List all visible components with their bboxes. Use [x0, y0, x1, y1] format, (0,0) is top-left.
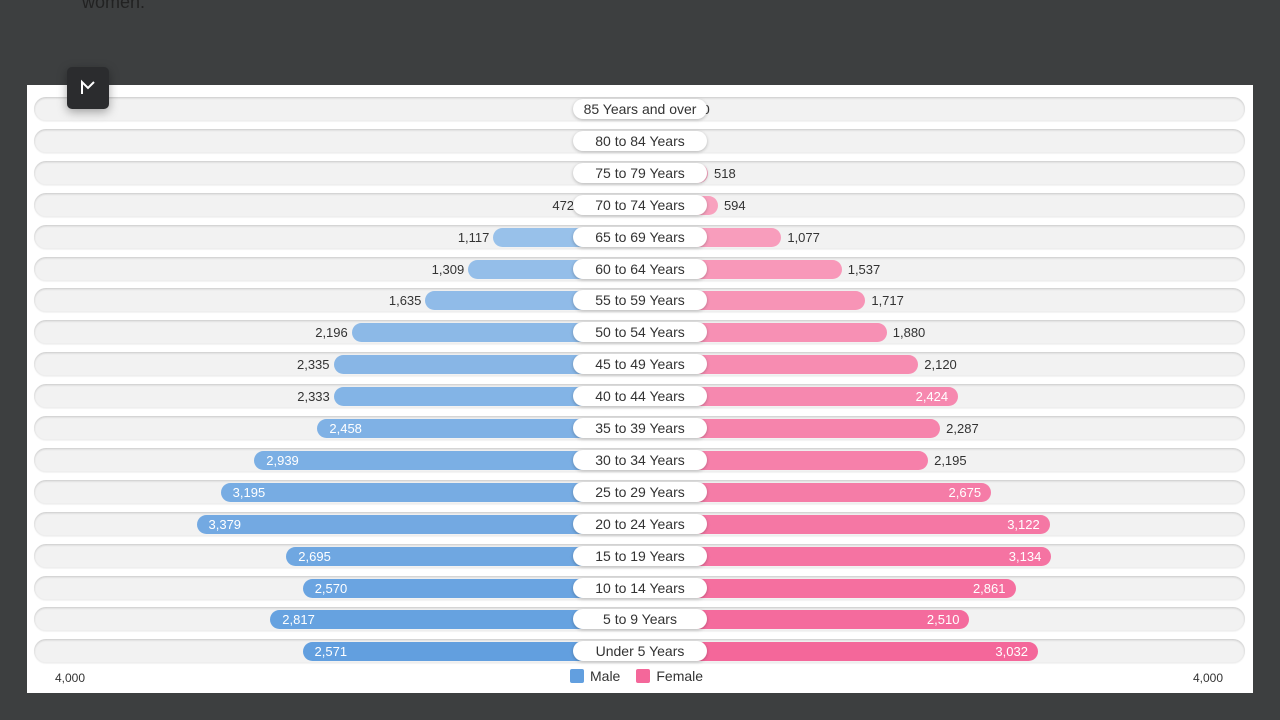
legend-item-male[interactable]: Male [570, 668, 620, 684]
female-value-label: 1,717 [871, 293, 904, 309]
female-value-label: 518 [713, 165, 736, 181]
male-value-label: 1,117 [457, 229, 490, 245]
male-bar[interactable] [220, 482, 650, 502]
age-group-label: 5 to 9 Years [573, 609, 707, 630]
male-bar[interactable] [333, 355, 650, 375]
male-value-label: 2,570 [314, 580, 348, 596]
female-bar[interactable] [630, 482, 992, 502]
female-value-label: 594 [723, 197, 746, 213]
male-value-label: 1,309 [431, 261, 465, 277]
female-value-label: 3,134 [1008, 548, 1042, 564]
female-value-label: 2,424 [915, 389, 949, 405]
age-group-label: 55 to 59 Years [573, 290, 707, 311]
female-value-label: 2,861 [972, 580, 1006, 596]
male-bar[interactable] [270, 610, 650, 630]
female-bar[interactable] [630, 610, 970, 630]
male-value-label: 2,458 [329, 421, 362, 436]
male-value-label: 3,379 [208, 516, 242, 532]
male-value-label: 2,695 [298, 548, 331, 564]
intro-text: women. [82, 0, 146, 12]
male-value-label: 2,939 [266, 452, 299, 468]
female-bar[interactable] [630, 546, 1052, 566]
age-group-label: 35 to 39 Years [573, 418, 707, 438]
chart-legend: Male Female [570, 668, 719, 684]
female-bar[interactable] [630, 514, 1050, 534]
male-bar[interactable] [317, 419, 650, 438]
male-bar[interactable] [286, 546, 650, 566]
male-value-label: 3,195 [232, 484, 266, 500]
age-group-label: 40 to 44 Years [573, 386, 707, 407]
age-group-label: 85 Years and over [573, 99, 707, 119]
female-bar[interactable] [630, 419, 941, 438]
age-group-label: 30 to 34 Years [573, 449, 707, 470]
age-group-label: 80 to 84 Years [573, 130, 707, 151]
age-group-label: 15 to 19 Years [573, 545, 707, 566]
age-group-label: 45 to 49 Years [573, 354, 707, 375]
female-bar[interactable] [630, 578, 1016, 598]
legend-swatch-male [570, 669, 584, 683]
age-group-label: 60 to 64 Years [573, 258, 707, 279]
female-value-label: 2,195 [934, 452, 967, 468]
legend-label-female: Female [656, 668, 704, 684]
female-value-label: 2,287 [946, 421, 979, 436]
age-group-label: 65 to 69 Years [573, 226, 707, 247]
legend-label-male: Male [590, 668, 621, 684]
female-value-label: 2,675 [948, 484, 982, 500]
male-bar[interactable] [254, 450, 650, 470]
male-bar[interactable] [302, 578, 650, 598]
male-bar[interactable] [302, 642, 650, 662]
male-value-label: 2,817 [282, 612, 315, 628]
male-bar[interactable] [333, 387, 650, 407]
male-value-label: 472 [552, 197, 575, 213]
age-group-label: Under 5 Years [573, 641, 707, 662]
female-value-label: 2,120 [924, 357, 957, 373]
female-value-label: 3,032 [995, 644, 1028, 660]
male-value-label: 2,333 [297, 389, 330, 405]
female-bar[interactable] [630, 642, 1038, 662]
female-value-label: 1,880 [892, 325, 926, 341]
female-value-label: 1,077 [787, 229, 820, 245]
age-group-label: 75 to 79 Years [573, 162, 707, 183]
male-value-label: 2,335 [296, 357, 330, 373]
male-value-label: 2,196 [315, 325, 348, 341]
female-value-label: 2,510 [926, 612, 960, 628]
right-axis-label: 4,000 [1193, 671, 1224, 685]
legend-item-female[interactable]: Female [636, 668, 703, 684]
age-group-label: 70 to 74 Years [573, 194, 707, 215]
logo-icon [81, 79, 95, 94]
age-group-label: 20 to 24 Years [573, 513, 707, 534]
female-value-label: 1,537 [847, 261, 881, 277]
legend-swatch-female [636, 669, 651, 683]
male-value-label: 2,571 [314, 644, 348, 660]
age-group-label: 10 to 14 Years [573, 577, 707, 598]
female-value-label: 3,122 [1007, 516, 1040, 532]
age-group-label: 25 to 29 Years [573, 481, 707, 502]
left-axis-label: 4,000 [55, 671, 86, 685]
male-value-label: 1,635 [388, 293, 422, 309]
age-group-label: 50 to 54 Years [573, 322, 707, 343]
female-bar[interactable] [630, 387, 959, 407]
logo-button[interactable] [67, 67, 109, 109]
male-bar[interactable] [196, 514, 650, 534]
